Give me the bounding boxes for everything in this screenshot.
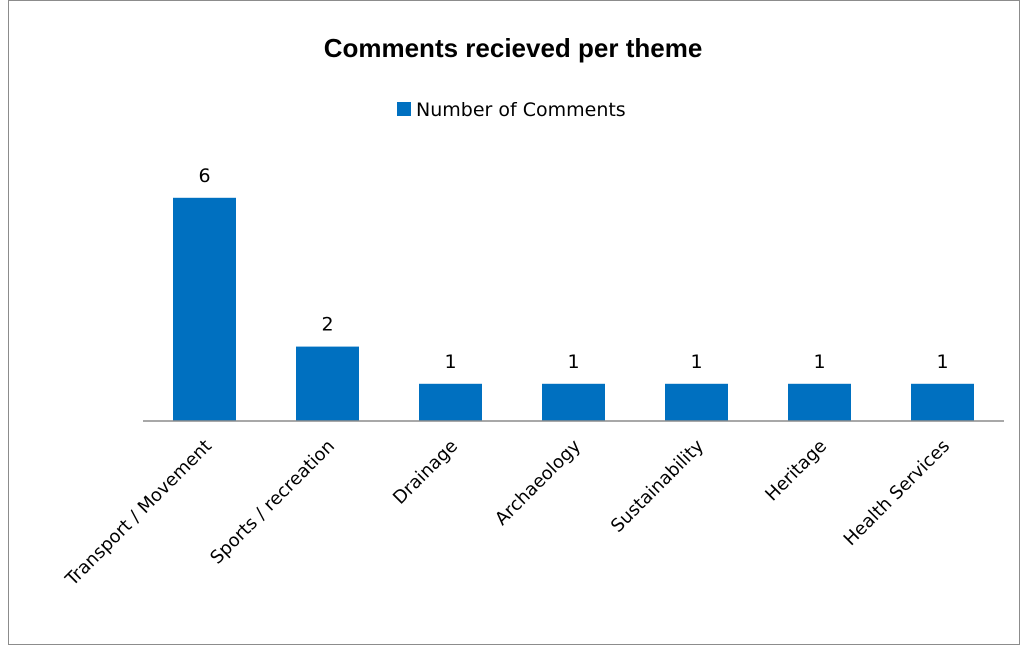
bar (911, 383, 974, 421)
chart-title: Comments recieved per theme (324, 33, 703, 63)
data-label: 2 (321, 314, 333, 336)
data-label: 1 (567, 351, 579, 373)
x-tick-label: Heritage (761, 436, 831, 506)
bar (296, 346, 359, 421)
data-labels: 6 2 1 1 1 1 1 (198, 165, 948, 373)
data-label: 6 (198, 165, 210, 187)
legend-swatch (397, 102, 411, 116)
data-label: 1 (813, 351, 825, 373)
x-tick-label: Sustainability (607, 435, 708, 536)
bar (173, 197, 236, 421)
x-tick-label: Transport / Movement (61, 436, 216, 591)
data-label: 1 (936, 351, 948, 373)
bar (419, 383, 482, 421)
legend-label: Number of Comments (416, 99, 626, 121)
bars (173, 197, 974, 421)
x-tick-label: Sports / recreation (206, 436, 339, 569)
data-label: 1 (690, 351, 702, 373)
data-label: 1 (444, 351, 456, 373)
x-tick-label: Drainage (389, 436, 462, 509)
bar (665, 383, 728, 421)
x-tick-label: Health Services (840, 436, 954, 550)
bar (542, 383, 605, 421)
legend: Number of Comments (397, 99, 626, 121)
bar (788, 383, 851, 421)
x-tick-label: Archaeology (491, 435, 585, 529)
